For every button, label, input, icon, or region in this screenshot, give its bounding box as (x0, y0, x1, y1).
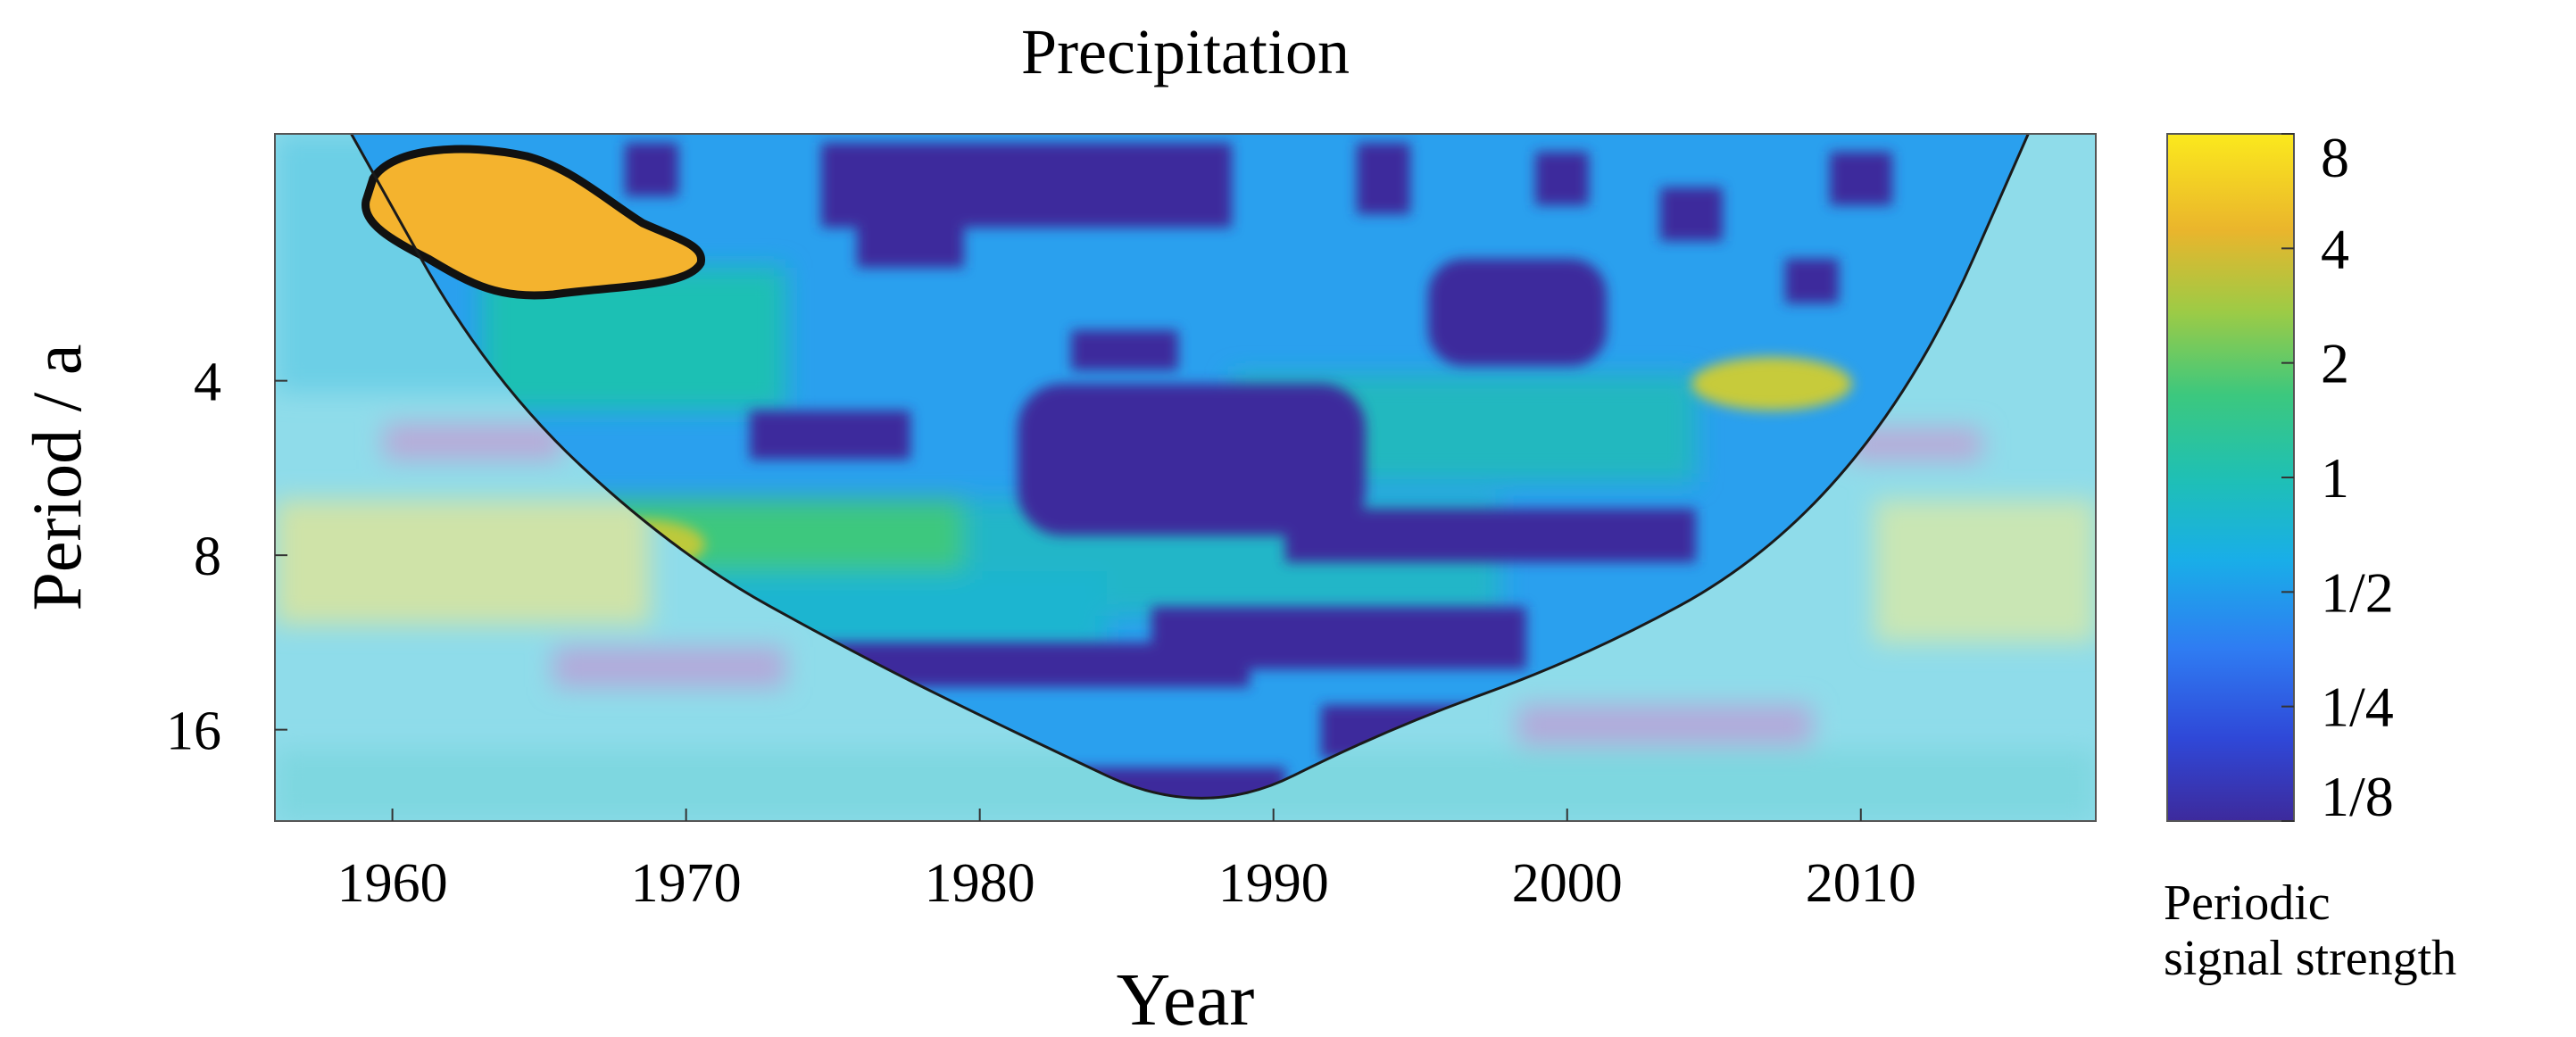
x-tick-label: 1980 (925, 853, 1035, 914)
x-axis-label: Year (1117, 958, 1255, 1037)
purple-2000-3a (1428, 259, 1607, 366)
plot-frame (274, 133, 2097, 822)
outer-left-8a-band (275, 500, 650, 625)
outer-right-purple-band (1517, 705, 1812, 745)
y-axis-ticks: 4 8 16 (166, 353, 287, 762)
cone-of-influence (350, 133, 2030, 800)
y-tick-label: 16 (166, 701, 221, 762)
outer-left-purple-band (384, 424, 562, 460)
x-tick-label: 1960 (337, 853, 448, 914)
purple-top-1980b (857, 214, 964, 268)
colorbar-tick-label: 1 (2321, 446, 2349, 510)
purple-1991 (1357, 143, 1410, 214)
colorbar-tick-label: 1/8 (2321, 765, 2394, 828)
plot-area (275, 134, 2096, 821)
colorbar-tick-label: 2 (2321, 332, 2349, 395)
purple-1982 (1071, 330, 1178, 370)
x-tick-label: 2010 (1806, 853, 1916, 914)
colorbar-label-line: Periodic (2164, 875, 2331, 931)
yellow-2006-5a (1691, 357, 1852, 411)
colorbar-tick-label: 1/4 (2321, 676, 2394, 739)
outer-right-8a-band (1874, 500, 2096, 643)
x-tick-label: 1970 (631, 853, 742, 914)
chart-title: Precipitation (1021, 16, 1350, 87)
purple-2011 (1830, 152, 1892, 205)
y-tick-label: 8 (194, 527, 221, 587)
x-tick-label: 1990 (1218, 853, 1329, 914)
purple-top-1980 (821, 143, 1232, 228)
y-axis-label: Period / a (18, 344, 96, 611)
purple-2004 (1660, 187, 1723, 241)
colorbar-tick-label: 1/2 (2321, 560, 2394, 624)
outer-mid-purple-band (553, 647, 785, 687)
purple-1973-6a (750, 411, 910, 460)
colorbar-tick-label: 8 (2321, 126, 2349, 189)
low-power-regions (625, 143, 1892, 799)
purple-1993-8a (1285, 509, 1696, 562)
colorbar-ticks: 8 4 2 1 1/2 1/4 1/8 (2281, 126, 2394, 828)
x-tick-label: 2000 (1512, 853, 1623, 914)
colorbar-label-line: signal strength (2164, 931, 2456, 986)
y-tick-label: 4 (194, 353, 221, 413)
purple-1968 (625, 143, 678, 196)
colorbar (2166, 133, 2295, 822)
x-axis-ticks: 1960 1970 1980 1990 2000 2010 (337, 809, 1916, 914)
purple-2009 (1785, 259, 1839, 303)
colorbar-tick-label: 4 (2321, 217, 2349, 280)
purple-1995 (1535, 152, 1589, 205)
purple-1985-7a (1018, 384, 1366, 535)
significant-region (361, 145, 705, 300)
